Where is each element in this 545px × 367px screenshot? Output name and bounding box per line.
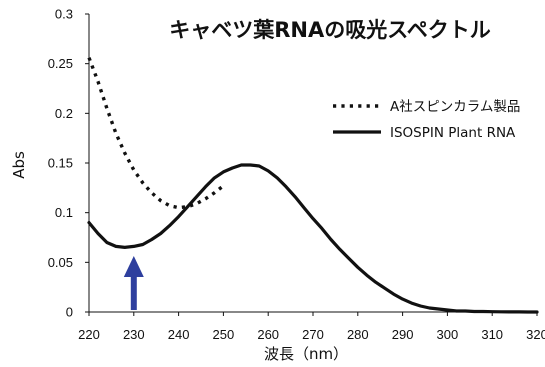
legend-label-1: A社スピンカラム製品 xyxy=(390,99,520,115)
legend: A社スピンカラム製品 ISOSPIN Plant RNA xyxy=(333,99,520,141)
x-tick-label: 270 xyxy=(302,327,324,342)
y-tick-label: 0.05 xyxy=(48,255,73,270)
y-axis-label: Abs xyxy=(10,151,28,179)
arrow-head xyxy=(123,256,144,277)
x-axis-label: 波長（nm） xyxy=(264,345,348,363)
chart-title: キャベツ葉RNAの吸光スペクトル xyxy=(169,18,491,42)
y-tick-label: 0.25 xyxy=(48,56,73,71)
x-tick-label: 290 xyxy=(392,327,414,342)
x-tick-label: 250 xyxy=(213,327,235,342)
x-tick-label: 280 xyxy=(347,327,369,342)
y-tick-label: 0.3 xyxy=(55,7,73,22)
x-tick-label: 300 xyxy=(437,327,459,342)
x-tick-label: 220 xyxy=(78,327,100,342)
y-tick-label: 0.1 xyxy=(55,205,73,220)
x-tick-label: 240 xyxy=(168,327,190,342)
series-line-1 xyxy=(87,57,225,210)
y-tick-label: 0 xyxy=(66,305,73,320)
x-tick-label: 260 xyxy=(257,327,279,342)
x-tick-label: 320 xyxy=(526,327,545,342)
x-tick-label: 230 xyxy=(123,327,145,342)
series-line-2 xyxy=(87,163,539,314)
y-tick-label: 0.2 xyxy=(55,106,73,121)
legend-label-2: ISOSPIN Plant RNA xyxy=(390,125,516,141)
x-tick-label: 310 xyxy=(481,327,503,342)
plot-area: 0 0.05 0.1 0.15 0.2 0.25 0.3 220 230 240 250 260 270… xyxy=(48,7,545,343)
y-tick-label: 0.15 xyxy=(48,156,73,171)
